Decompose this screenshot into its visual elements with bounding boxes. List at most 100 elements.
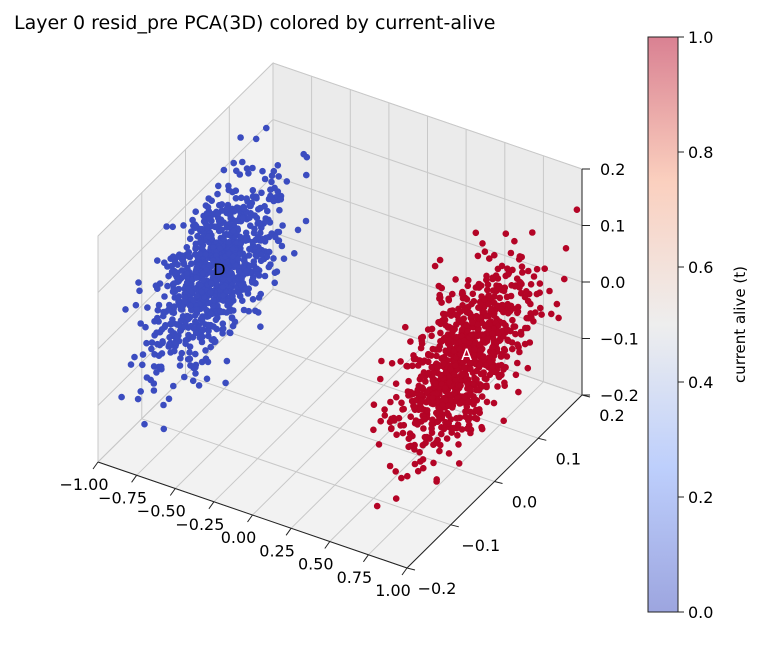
scatter-point (192, 350, 199, 358)
scatter-point (230, 159, 237, 167)
scatter-point (257, 290, 265, 298)
scatter-point (274, 188, 282, 195)
scatter-point (469, 290, 477, 298)
colorbar (647, 36, 679, 613)
scatter-point (231, 207, 238, 215)
scatter-point (428, 332, 435, 340)
scatter-point (490, 368, 498, 376)
scatter-point (195, 382, 203, 389)
cluster-label: A (461, 345, 472, 364)
scatter-point (185, 252, 192, 260)
scatter-point (198, 288, 205, 296)
scatter-point (461, 393, 468, 400)
scatter-point (207, 288, 214, 296)
scatter-point (177, 317, 185, 324)
scatter-point (485, 326, 493, 333)
scatter-point (533, 265, 541, 273)
scatter-point (521, 340, 529, 348)
grid-line (272, 62, 583, 170)
scatter-point (388, 424, 395, 432)
grid-line (97, 62, 274, 237)
scatter-point (253, 194, 260, 202)
scatter-point (538, 311, 545, 318)
scatter-point (386, 462, 394, 470)
scatter-point (403, 472, 411, 480)
z-tick-label: −0.1 (600, 330, 639, 349)
x-tick-label: 1.00 (375, 581, 411, 600)
scatter-point (518, 253, 526, 261)
scatter-point (428, 363, 436, 371)
scatter-point (409, 362, 416, 370)
scatter-point (411, 404, 418, 412)
scatter-point (432, 409, 440, 417)
scatter-point (258, 189, 265, 197)
scatter-point (478, 382, 485, 390)
scatter-point (416, 458, 424, 465)
scatter-point (171, 347, 178, 355)
scatter-point (518, 263, 526, 271)
scatter-point (147, 376, 154, 384)
scatter-point (188, 288, 195, 296)
scatter-point (469, 319, 476, 326)
scatter-point (210, 323, 217, 330)
scatter-point (491, 293, 498, 300)
scatter-point (451, 389, 458, 397)
scatter-point (236, 233, 244, 241)
scatter-point (406, 430, 414, 437)
scatter-point (431, 262, 439, 270)
scatter-point (424, 358, 432, 366)
scatter-point (150, 363, 158, 370)
scatter-point (219, 275, 227, 283)
scatter-point (514, 308, 522, 315)
scatter-point (376, 375, 384, 383)
scatter-point (220, 235, 227, 242)
scatter-point (470, 395, 478, 403)
scatter-point (420, 425, 427, 432)
scatter-point (439, 401, 446, 408)
scatter-point (555, 314, 562, 322)
scatter-point (229, 292, 236, 300)
scatter-point (536, 280, 544, 287)
scatter-point (460, 337, 468, 344)
scatter-point (141, 420, 148, 428)
scatter-point (186, 355, 194, 363)
scatter-point (182, 340, 189, 348)
scatter-point (429, 416, 436, 424)
scatter-point (235, 288, 242, 296)
scatter-point (512, 371, 520, 379)
scatter-point (411, 460, 419, 468)
scatter-point (442, 321, 450, 329)
scatter-point (237, 281, 245, 289)
scatter-point (500, 417, 508, 425)
scatter-point (436, 441, 444, 449)
scatter-point (503, 326, 511, 333)
grid-line (272, 288, 583, 396)
colorbar-tick-label: 0.8 (688, 143, 713, 162)
scatter-point (223, 205, 231, 212)
scatter-point (573, 206, 581, 213)
scatter-point (254, 206, 262, 213)
scatter-point (137, 388, 144, 395)
scatter-point (425, 369, 433, 377)
scatter-point (194, 255, 202, 262)
z-tick-label: −0.2 (600, 386, 639, 405)
scatter-point (203, 375, 211, 383)
scatter-point (468, 331, 476, 339)
scatter-point (176, 362, 184, 369)
colorbar-tick-label: 0.2 (688, 488, 713, 507)
grid-line (272, 119, 583, 226)
scatter-point (136, 287, 143, 295)
scatter-point (461, 306, 469, 314)
scatter-point (169, 253, 177, 261)
scatter-point (181, 373, 188, 381)
scatter-point (198, 358, 206, 366)
y-tick-label: 0.1 (556, 449, 581, 468)
scatter-point (481, 296, 488, 303)
scatter-point (422, 378, 429, 385)
scatter-point (254, 309, 262, 316)
scatter-point (249, 187, 257, 194)
scatter-point (490, 312, 498, 319)
scatter-point (447, 365, 455, 373)
scatter-point (223, 224, 231, 231)
scatter-point (179, 255, 187, 263)
